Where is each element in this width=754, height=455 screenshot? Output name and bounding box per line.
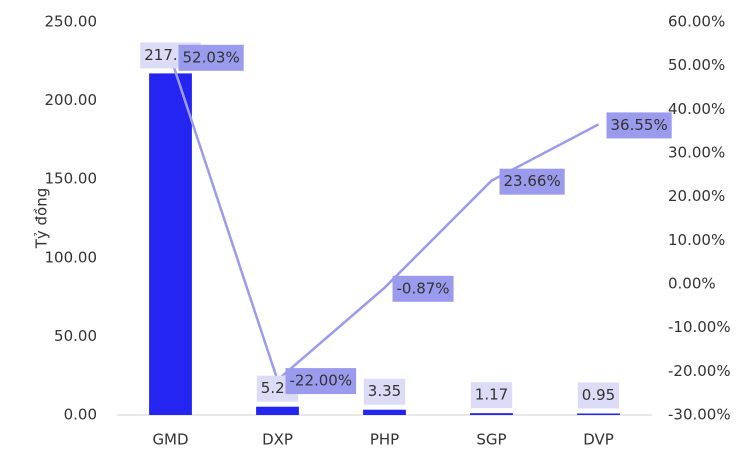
line-value-label: 36.55% xyxy=(611,116,668,134)
line-value-label: -22.00% xyxy=(290,372,353,390)
line-value-label: 23.66% xyxy=(504,172,561,190)
line-value-label: -0.87% xyxy=(397,279,450,297)
y2-tick-label: 0.00% xyxy=(668,275,716,293)
line-label-box xyxy=(392,275,454,302)
y-tick-label: 100.00 xyxy=(45,248,98,266)
y2-tick-label: 10.00% xyxy=(668,231,725,249)
bar xyxy=(577,413,620,415)
y2-tick-label: 50.00% xyxy=(668,56,725,74)
bar-label-box xyxy=(363,378,406,405)
line-value-label: 52.03% xyxy=(183,48,240,66)
line-label-box xyxy=(285,368,357,395)
line-label-box xyxy=(178,44,244,71)
y-tick-label: 250.00 xyxy=(45,13,98,31)
bar-value-label: 0.95 xyxy=(582,386,615,404)
y2-tick-label: 20.00% xyxy=(668,187,725,205)
bar-label-box xyxy=(470,382,513,409)
line-label-box xyxy=(606,112,672,139)
x-tick-label: PHP xyxy=(370,431,399,449)
bar xyxy=(470,413,513,415)
bar xyxy=(149,73,192,415)
y2-tick-label: -10.00% xyxy=(668,318,731,336)
y-tick-label: 0.00 xyxy=(64,406,97,424)
y-tick-label: 50.00 xyxy=(54,327,97,345)
x-tick-label: DXP xyxy=(262,431,293,449)
y-axis-title: Tỷ đồng xyxy=(33,188,51,250)
x-tick-label: SGP xyxy=(476,431,506,449)
y2-tick-label: 40.00% xyxy=(668,100,725,118)
bar-value-label: 3.35 xyxy=(368,382,401,400)
line-label-box xyxy=(499,168,565,195)
x-tick-label: DVP xyxy=(583,431,614,449)
y2-tick-label: 30.00% xyxy=(668,144,725,162)
x-tick-label: GMD xyxy=(152,431,188,449)
bar xyxy=(256,406,299,415)
bar-value-label: 1.17 xyxy=(475,386,508,404)
y2-tick-label: 60.00% xyxy=(668,13,725,31)
y2-tick-label: -20.00% xyxy=(668,362,731,380)
y2-tick-label: -30.00% xyxy=(668,406,731,424)
bar xyxy=(363,409,406,415)
line xyxy=(169,56,600,383)
bar-label-box xyxy=(577,382,620,409)
y-tick-label: 150.00 xyxy=(45,170,98,188)
y-tick-label: 200.00 xyxy=(45,91,98,109)
